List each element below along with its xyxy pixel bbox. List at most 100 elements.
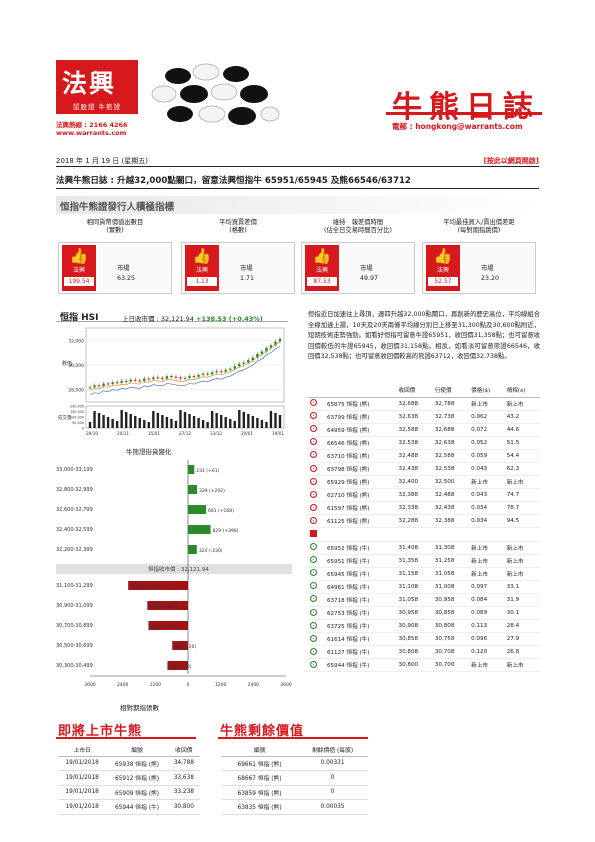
table-cell: 32,538 xyxy=(396,436,433,450)
table-cell: 63710 恒指 (熊) xyxy=(324,449,397,463)
table-row[interactable]: 61127 恒指 (牛) 30,808 30,708 0.120 26.8 xyxy=(308,645,540,660)
mid-band xyxy=(56,564,292,574)
volume-bar xyxy=(115,421,119,428)
table-row[interactable]: 66546 恒指 (熊) 32,538 32,638 0.052 51.5 xyxy=(308,436,540,450)
x-tick-label: 0 xyxy=(187,682,190,688)
table-cell: 31,058 xyxy=(396,593,433,608)
table-cell: 30,858 xyxy=(396,632,433,647)
upcoming-title: 即將上市牛熊 xyxy=(58,724,143,739)
status-dot-icon xyxy=(310,556,317,564)
separator-cell xyxy=(308,527,540,542)
table-cell: 32,538 xyxy=(432,462,470,477)
y-axis-label: 數值 xyxy=(62,360,72,367)
candle-body xyxy=(161,377,164,379)
volume-bar xyxy=(156,413,160,428)
website-link[interactable]: www.warrants.com xyxy=(56,129,127,137)
table-row[interactable]: 65929 恒指 (熊) 32,400 32,500 新上市 新上市 xyxy=(308,475,540,490)
logo-text: 法興 xyxy=(62,69,117,98)
table-row[interactable]: 63799 恒指 (熊) 32,638 32,738 0.062 43.2 xyxy=(308,410,540,424)
table-row[interactable]: 65945 恒指 (牛) 31,158 31,058 新上市 新上市 xyxy=(308,567,540,581)
volume-bar xyxy=(197,418,200,428)
bar-label: 231 (+61) xyxy=(196,468,219,474)
table-row[interactable]: 63835 恒指 (熊) 0.00035 xyxy=(222,799,368,815)
table-row[interactable]: 65951 恒指 (牛) 31,358 31,258 新上市 新上市 xyxy=(308,554,540,568)
table-cell: 30,800 xyxy=(396,658,433,673)
candle-body xyxy=(210,372,214,375)
status-dot-icon xyxy=(310,660,317,668)
table-cell: 19/01/2018 xyxy=(58,799,107,815)
table-cell: 54.4 xyxy=(504,449,540,463)
table-row[interactable]: 19/01/2018 65912 恒指 (熊) 33,638 xyxy=(58,770,200,786)
table-row[interactable]: 69661 恒指 (熊) 0.00331 xyxy=(222,756,368,771)
table-separator xyxy=(308,527,540,542)
x-tick-label: 1200 xyxy=(150,682,162,688)
table-row[interactable]: 19/01/2018 65944 恒指 (牛) 30,800 xyxy=(58,799,200,815)
table-row[interactable]: 63718 恒指 (牛) 31,058 30,958 0.084 31.9 xyxy=(308,593,540,608)
table-cell: 32,288 xyxy=(396,514,433,529)
table-row[interactable]: 65944 恒指 (牛) 30,800 30,700 新上市 新上市 xyxy=(308,658,540,673)
table-cell: 0.052 xyxy=(469,436,505,450)
table-row[interactable]: 63859 恒指 (熊) 0 xyxy=(222,785,368,800)
volume-bar xyxy=(102,415,105,428)
table-cell: 新上市 xyxy=(469,554,505,568)
contact-email[interactable]: 電郵 : hongkong@warrants.com xyxy=(392,122,523,131)
indicator-box: 👍 法興 87.53 市場 49.97 xyxy=(301,242,415,294)
table-row[interactable]: 63798 恒指 (熊) 32,438 32,538 0.043 62.3 xyxy=(308,462,540,477)
table-cell: 32,738 xyxy=(432,410,470,424)
bar xyxy=(148,621,188,630)
table-cell: 27.9 xyxy=(504,632,540,647)
hsi-close-line: 上日收市價 : 32,121.94 +138.53 (+0.43%) xyxy=(122,313,263,323)
table-row[interactable]: 63710 恒指 (熊) 32,488 32,588 0.059 54.4 xyxy=(308,449,540,463)
table-row[interactable]: 65952 恒指 (牛) 31,408 31,308 新上市 新上市 xyxy=(308,541,540,555)
status-cell xyxy=(308,645,325,660)
candle-body xyxy=(224,369,227,372)
table-row[interactable]: 19/01/2018 65938 恒指 (熊) 34,788 xyxy=(58,756,200,771)
table-cell: 0.062 xyxy=(469,410,505,424)
table-row[interactable]: 19/01/2018 65909 恒指 (熊) 33,238 xyxy=(58,785,200,800)
y-tick-label: 32,000 xyxy=(68,338,84,344)
table-row[interactable]: 63725 恒指 (牛) 30,908 30,808 0.113 28.4 xyxy=(308,619,540,634)
table-row[interactable]: 62710 恒指 (熊) 32,388 32,488 0.043 74.7 xyxy=(308,488,540,503)
table-row[interactable]: 64961 恒指 (牛) 31,108 31,008 0.097 33.1 xyxy=(308,580,540,594)
volume-tick-label: 100,000 xyxy=(70,416,84,420)
moving-average-line xyxy=(89,345,281,395)
x-tick-label: 15/01 xyxy=(148,431,160,436)
bar-label: 324 (-230) xyxy=(199,548,223,554)
table-row[interactable]: 64959 恒指 (熊) 32,588 32,688 0.072 44.6 xyxy=(308,423,540,437)
status-cell xyxy=(308,567,325,581)
candle-body xyxy=(188,376,191,378)
volume-tick-label: 50,000 xyxy=(72,421,84,425)
table-cell: 65952 恒指 (牛) xyxy=(324,541,397,555)
x-tick-label: 27/12 xyxy=(179,431,191,436)
volume-bar xyxy=(242,412,246,428)
table-row[interactable]: 61597 恒指 (熊) 32,338 32,438 0.034 78.7 xyxy=(308,501,540,516)
candle-body xyxy=(238,363,241,367)
table-row[interactable]: 61125 恒指 (熊) 32,288 32,388 0.034 94.5 xyxy=(308,514,540,529)
indicator-card: 平均最佳買入/賣出價差距 (每對期指跳價) 👍 法興 52.57 市場 23.20 xyxy=(422,219,536,295)
status-dot-icon xyxy=(310,543,317,551)
column-header: 上市日 xyxy=(58,743,107,757)
candle-body xyxy=(256,353,259,358)
indicator-box: 👍 法興 199.54 市場 63.25 xyxy=(58,242,172,294)
hsi-change: +138.53 (+0.43%) xyxy=(196,315,263,323)
cbbc-table-header: 收回價 行使價 價格($) 槓桿(x) xyxy=(308,383,540,398)
separator-icon xyxy=(310,529,317,537)
volume-bar xyxy=(111,419,114,428)
open-web-link[interactable]: [按此以網頁開啟] xyxy=(483,157,539,165)
indicator-title: 維持 報差價時間 (佔全日交易時間百分比) xyxy=(324,219,392,234)
volume-bar xyxy=(161,415,164,428)
table-cell: 43.2 xyxy=(504,410,540,424)
thumbs-up-icon: 👍 xyxy=(192,247,212,265)
volume-bar xyxy=(134,416,137,428)
table-row[interactable]: 65875 恒指 (熊) 32,688 32,788 新上市 新上市 xyxy=(308,397,540,411)
table-row[interactable]: 62753 恒指 (牛) 30,958 30,858 0.089 30.1 xyxy=(308,606,540,621)
candle-body xyxy=(179,377,182,379)
volume-bar xyxy=(260,420,264,428)
table-row[interactable]: 68667 恒指 (熊) 0 xyxy=(222,770,368,786)
candle-body xyxy=(115,382,119,384)
category-label: 32,200-32,399 xyxy=(56,547,93,553)
status-cell xyxy=(308,580,325,594)
table-row[interactable]: 61614 恒指 (牛) 30,858 30,758 0.096 27.9 xyxy=(308,632,540,647)
candle-body xyxy=(106,383,110,385)
